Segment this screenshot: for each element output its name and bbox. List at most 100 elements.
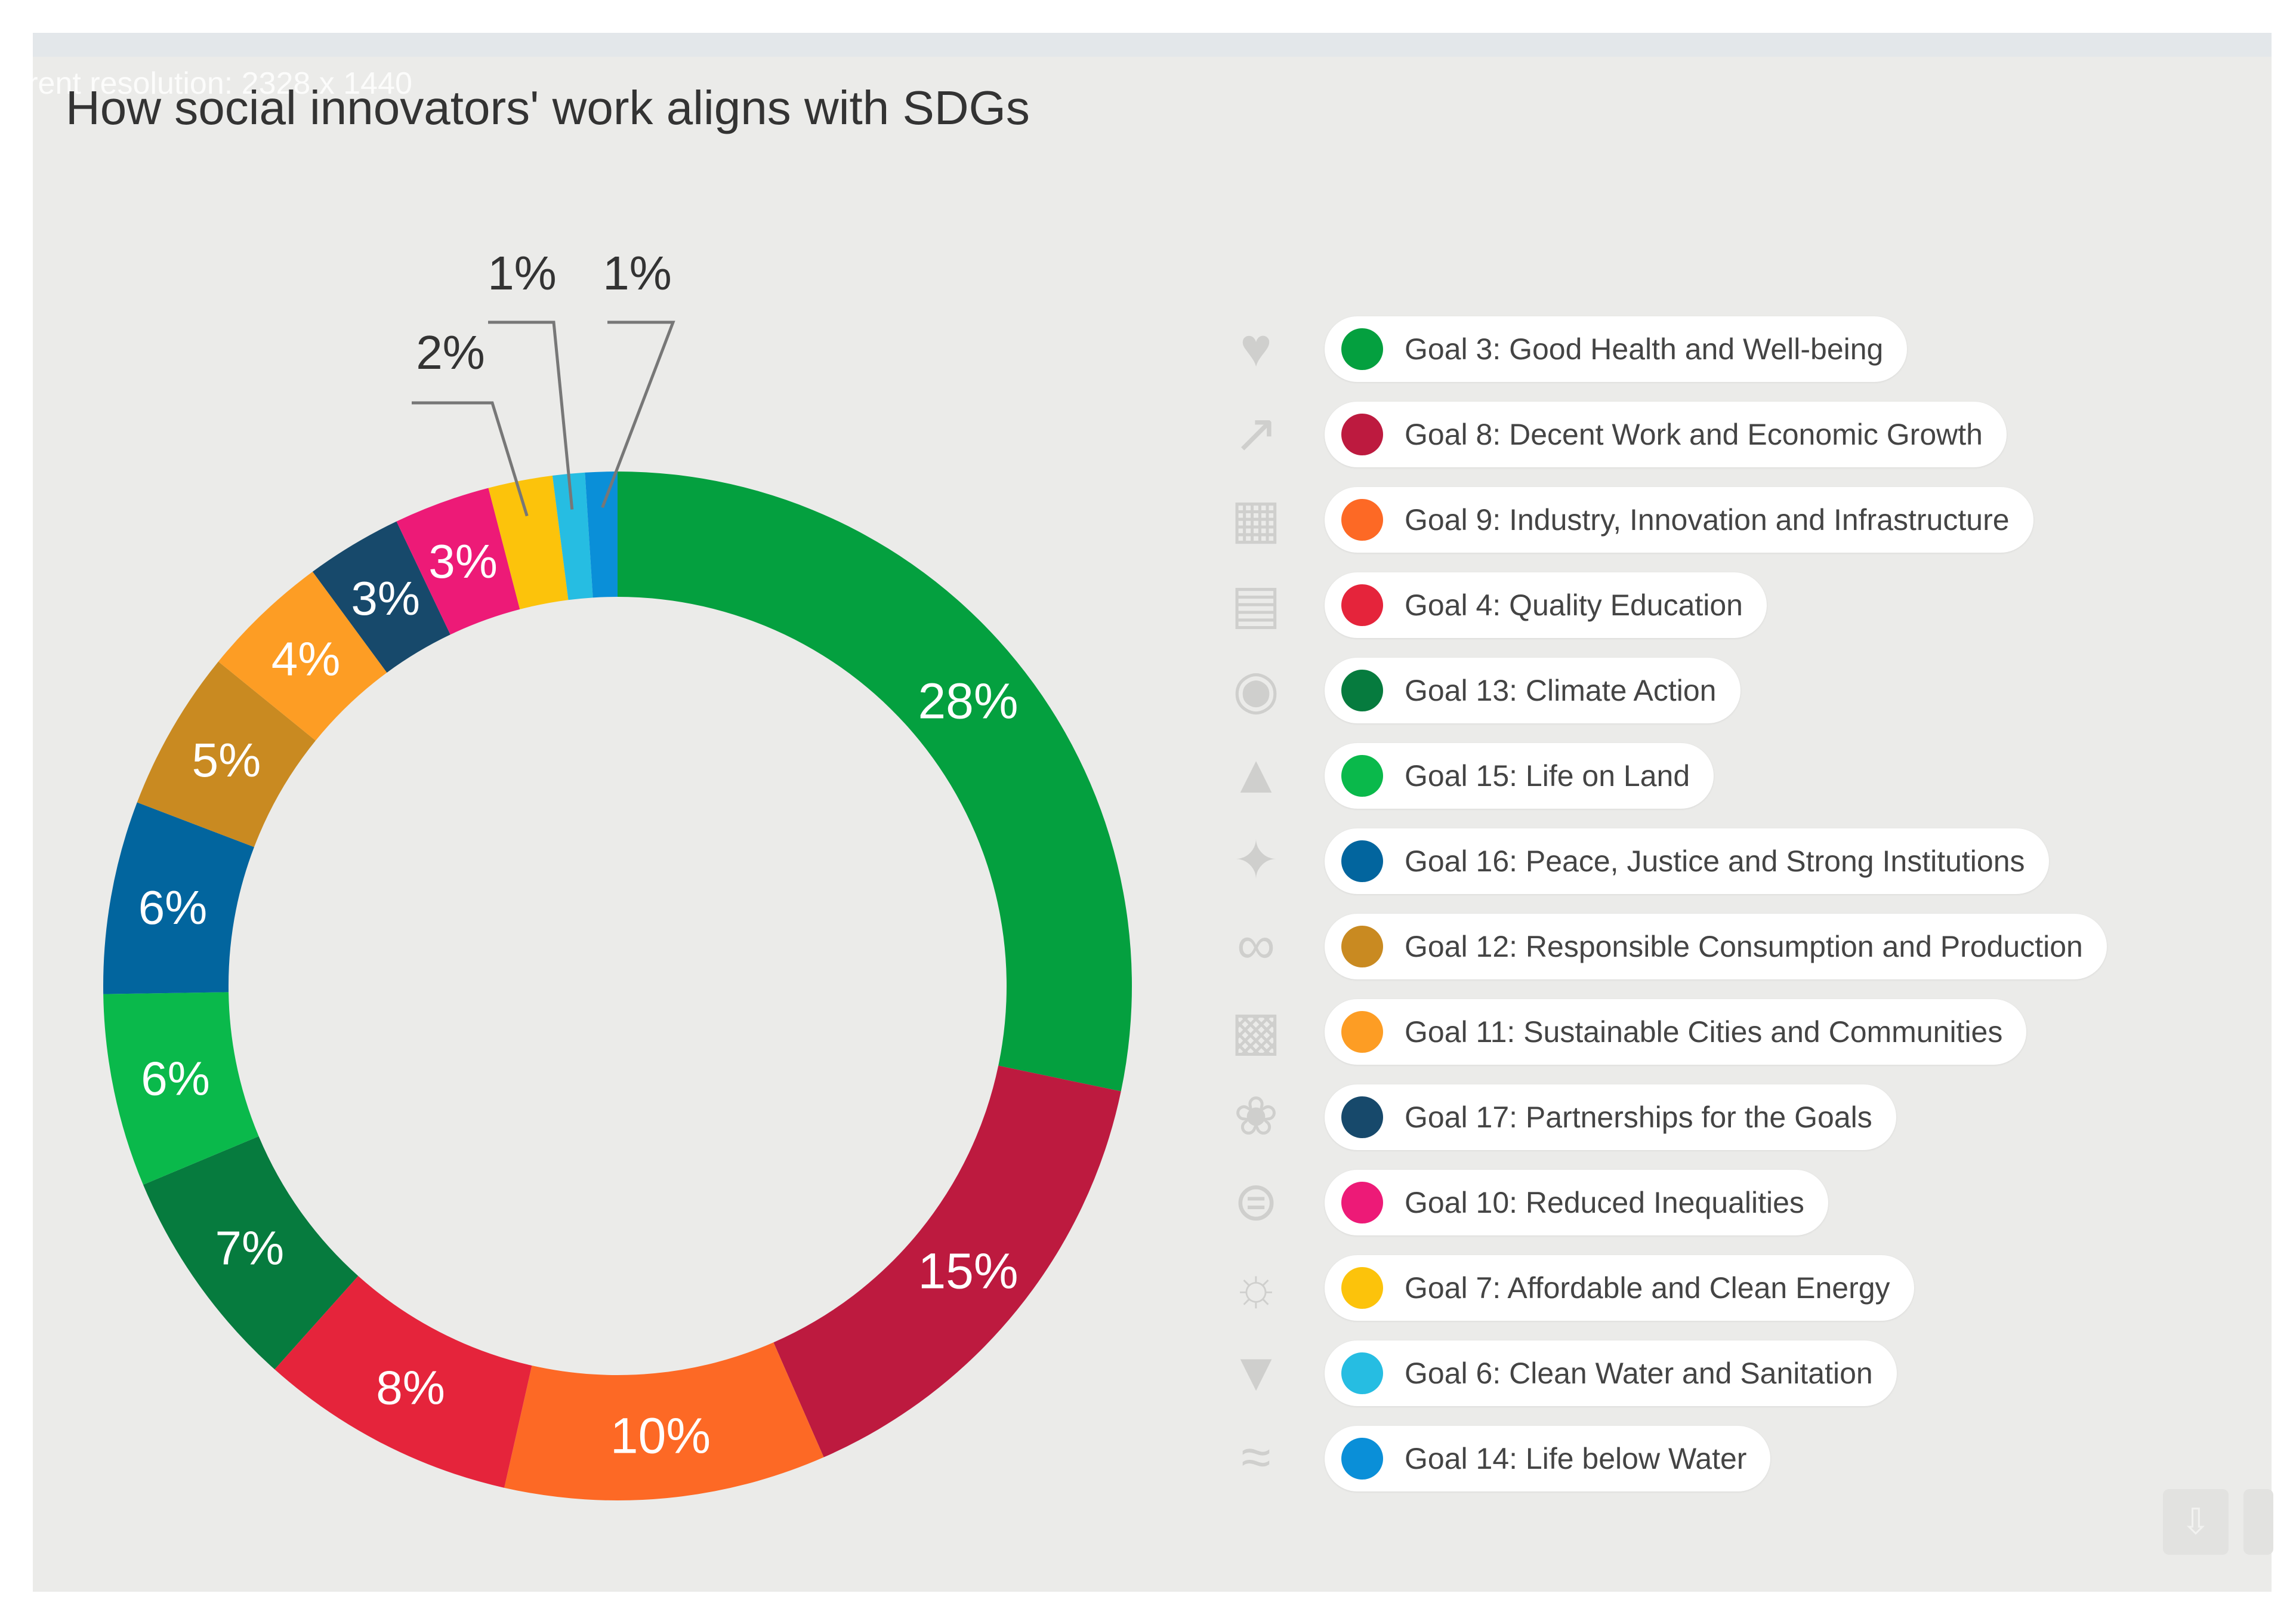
- legend-item[interactable]: ∞ Goal 12: Responsible Consumption and Pr…: [1211, 908, 2226, 993]
- legend-label: Goal 7: Affordable and Clean Energy: [1405, 1271, 1890, 1305]
- slice-value-label: 3%: [351, 572, 420, 625]
- chart-legend: ♥ Goal 3: Good Health and Well-being ↗ Goal…: [1211, 310, 2226, 1505]
- donut-slice-5[interactable]: [143, 1136, 359, 1370]
- legend-label: Goal 4: Quality Education: [1405, 588, 1743, 622]
- legend-color-dot: [1341, 414, 1383, 455]
- callout-value-label: 2%: [416, 326, 485, 379]
- legend-pill: Goal 15: Life on Land: [1325, 743, 1714, 809]
- secondary-button[interactable]: [2243, 1489, 2273, 1555]
- legend-color-dot: [1341, 670, 1383, 711]
- legend-label: Goal 12: Responsible Consumption and Pro…: [1405, 930, 2083, 963]
- legend-item[interactable]: ◉ Goal 13: Climate Action: [1211, 652, 2226, 737]
- legend-pill: Goal 3: Good Health and Well-being: [1325, 316, 1908, 382]
- book-icon: ▤: [1230, 574, 1282, 634]
- slice-value-label: 4%: [271, 633, 341, 686]
- legend-pill: Goal 13: Climate Action: [1325, 658, 1740, 723]
- equals-icon: ⊜: [1233, 1172, 1279, 1232]
- legend-label: Goal 11: Sustainable Cities and Communit…: [1405, 1015, 2003, 1049]
- legend-color-dot: [1341, 1267, 1383, 1309]
- legend-item[interactable]: ▩ Goal 11: Sustainable Cities and Communi…: [1211, 993, 2226, 1078]
- legend-label: Goal 9: Industry, Innovation and Infrast…: [1405, 503, 2010, 537]
- legend-item[interactable]: ↗ Goal 8: Decent Work and Economic Growth: [1211, 396, 2226, 481]
- donut-slice-3[interactable]: [504, 1342, 824, 1500]
- legend-item[interactable]: ▲ Goal 15: Life on Land: [1211, 737, 2226, 822]
- legend-label: Goal 14: Life below Water: [1405, 1442, 1747, 1475]
- slice-value-label: 3%: [428, 535, 498, 588]
- donut-slice-9[interactable]: [218, 571, 387, 741]
- legend-color-dot: [1341, 499, 1383, 541]
- donut-slice-6[interactable]: [103, 992, 259, 1185]
- legend-pill: Goal 9: Industry, Innovation and Infrast…: [1325, 487, 2033, 553]
- legend-color-dot: [1341, 1438, 1383, 1480]
- slice-value-label: 10%: [610, 1408, 711, 1464]
- fish-icon: ≈: [1241, 1427, 1271, 1487]
- sun-icon: ☼: [1231, 1256, 1281, 1317]
- donut-slice-13[interactable]: [552, 472, 593, 600]
- donut-slice-14[interactable]: [585, 471, 618, 598]
- resolution-overlay-text: urrent resolution: 2328 x 1440: [0, 66, 412, 101]
- infinity-icon: ∞: [1236, 915, 1276, 975]
- callout-value-label: 1%: [487, 246, 557, 300]
- legend-pill: Goal 17: Partnerships for the Goals: [1325, 1084, 1896, 1150]
- legend-pill: Goal 6: Clean Water and Sanitation: [1325, 1340, 1897, 1406]
- legend-item[interactable]: ♥ Goal 3: Good Health and Well-being: [1211, 310, 2226, 396]
- legend-color-dot: [1341, 755, 1383, 797]
- donut-slice-10[interactable]: [312, 521, 450, 673]
- donut-slice-7[interactable]: [103, 802, 254, 994]
- legend-color-dot: [1341, 1352, 1383, 1394]
- legend-label: Goal 6: Clean Water and Sanitation: [1405, 1357, 1873, 1390]
- legend-item[interactable]: ≈ Goal 14: Life below Water: [1211, 1420, 2226, 1505]
- donut-slice-4[interactable]: [274, 1275, 532, 1488]
- legend-item[interactable]: ✦ Goal 16: Peace, Justice and Strong Inst…: [1211, 822, 2226, 908]
- legend-color-dot: [1341, 328, 1383, 370]
- slice-value-label: 6%: [141, 1052, 210, 1105]
- callout-line: [601, 320, 675, 508]
- slice-value-label: 5%: [192, 734, 261, 787]
- legend-pill: Goal 11: Sustainable Cities and Communit…: [1325, 999, 2027, 1065]
- download-icon: ⇩: [2180, 1502, 2211, 1542]
- legend-pill: Goal 12: Responsible Consumption and Pro…: [1325, 914, 2107, 979]
- legend-item[interactable]: ▤ Goal 4: Quality Education: [1211, 566, 2226, 652]
- legend-item[interactable]: ❀ Goal 17: Partnerships for the Goals: [1211, 1078, 2226, 1164]
- water-drop-icon: ▼: [1229, 1342, 1283, 1402]
- callout-line: [412, 401, 529, 517]
- legend-pill: Goal 8: Decent Work and Economic Growth: [1325, 402, 2007, 467]
- legend-color-dot: [1341, 1096, 1383, 1138]
- legend-item[interactable]: ☼ Goal 7: Affordable and Clean Energy: [1211, 1249, 2226, 1335]
- legend-pill: Goal 7: Affordable and Clean Energy: [1325, 1255, 1914, 1321]
- download-button[interactable]: ⇩: [2163, 1489, 2229, 1555]
- legend-color-dot: [1341, 584, 1383, 626]
- legend-label: Goal 15: Life on Land: [1405, 759, 1690, 793]
- chart-title: How social innovators' work aligns with …: [66, 81, 1030, 134]
- legend-item[interactable]: ▼ Goal 6: Clean Water and Sanitation: [1211, 1335, 2226, 1420]
- legend-color-dot: [1341, 1011, 1383, 1053]
- donut-slice-11[interactable]: [396, 488, 520, 635]
- legend-item[interactable]: ▦ Goal 9: Industry, Innovation and Infras…: [1211, 481, 2226, 566]
- legend-color-dot: [1341, 926, 1383, 967]
- legend-label: Goal 17: Partnerships for the Goals: [1405, 1101, 1872, 1134]
- legend-item[interactable]: ⊜ Goal 10: Reduced Inequalities: [1211, 1164, 2226, 1249]
- city-icon: ▩: [1230, 1001, 1282, 1061]
- cubes-icon: ▦: [1230, 489, 1282, 549]
- legend-pill: Goal 10: Reduced Inequalities: [1325, 1170, 1828, 1235]
- growth-chart-icon: ↗: [1233, 403, 1279, 464]
- callout-value-label: 1%: [603, 246, 672, 300]
- donut-slice-8[interactable]: [137, 661, 316, 847]
- heartbeat-icon: ♥: [1240, 318, 1272, 378]
- tree-icon: ▲: [1229, 744, 1283, 805]
- legend-pill: Goal 16: Peace, Justice and Strong Insti…: [1325, 828, 2049, 894]
- legend-label: Goal 8: Decent Work and Economic Growth: [1405, 418, 1983, 451]
- legend-label: Goal 10: Reduced Inequalities: [1405, 1186, 1804, 1219]
- legend-color-dot: [1341, 1182, 1383, 1223]
- legend-label: Goal 3: Good Health and Well-being: [1405, 332, 1884, 366]
- donut-slice-1[interactable]: [618, 471, 1132, 1092]
- dove-icon: ✦: [1233, 830, 1279, 890]
- donut-slice-2[interactable]: [773, 1065, 1121, 1457]
- slice-value-label: 15%: [918, 1243, 1018, 1299]
- donut-slice-12[interactable]: [488, 475, 569, 609]
- slice-value-label: 8%: [376, 1361, 445, 1414]
- callout-line: [488, 320, 574, 510]
- flower-icon: ❀: [1233, 1086, 1279, 1147]
- slice-value-label: 28%: [918, 673, 1018, 729]
